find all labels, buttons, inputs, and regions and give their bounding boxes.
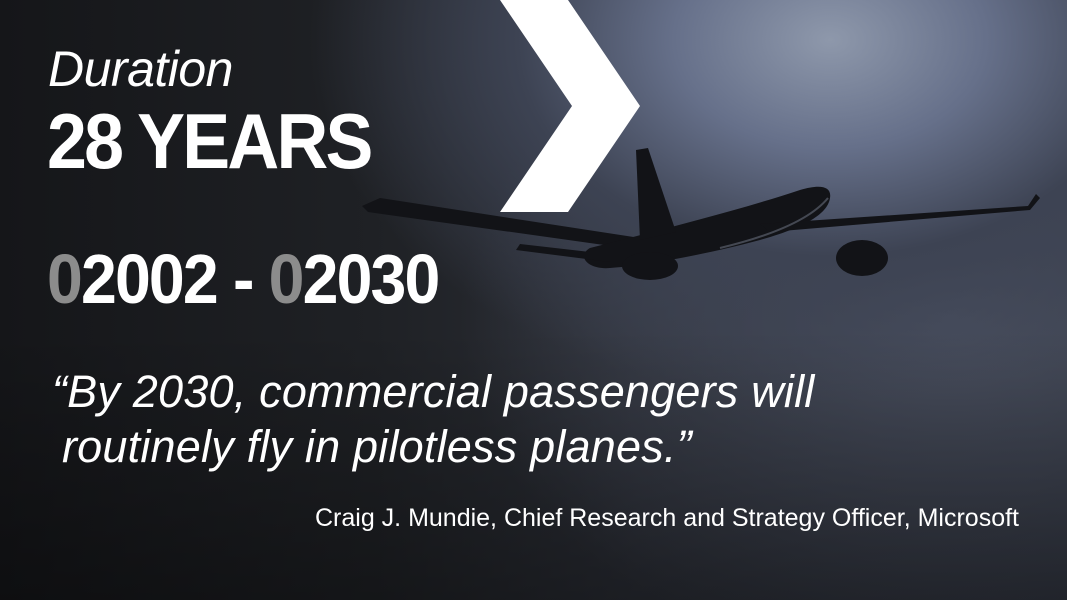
year-range: 02002 - 02030 (47, 244, 440, 314)
quote-line-1: “By 2030, commercial passengers will (52, 366, 815, 417)
range-separator: - (216, 240, 269, 318)
airplane-icon (362, 148, 1040, 280)
quote-line-2: routinely fly in pilotless planes.” (62, 421, 692, 472)
start-year: 2002 (80, 240, 219, 318)
end-year: 2030 (302, 240, 441, 318)
quote-attribution: Craig J. Mundie, Chief Research and Stra… (314, 504, 1019, 532)
duration-value: 28 YEARS (47, 97, 373, 185)
prediction-quote: “By 2030, commercial passengers will rou… (52, 364, 1012, 474)
start-year-leading-zero: 0 (47, 240, 83, 318)
end-year-leading-zero: 0 (268, 240, 305, 318)
duration-label: Duration (48, 41, 234, 97)
